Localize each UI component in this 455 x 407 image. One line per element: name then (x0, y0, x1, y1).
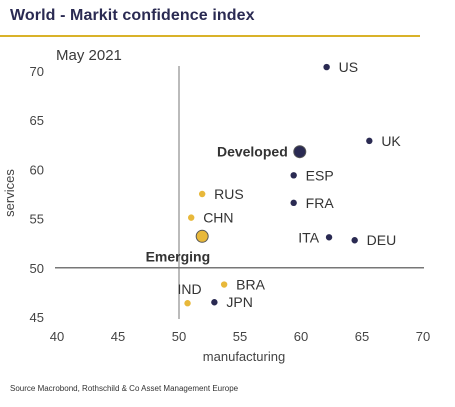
y-tick-label: 55 (30, 212, 44, 227)
label-uk: UK (381, 133, 401, 149)
point-uk (366, 137, 373, 145)
y-tick-label: 50 (30, 261, 44, 276)
x-tick-label: 65 (355, 329, 369, 344)
point-ita (325, 234, 333, 241)
label-ita: ITA (298, 229, 319, 245)
point-emerging (195, 229, 209, 243)
source-note: Source Macrobond, Rothschild & Co Asset … (10, 384, 239, 393)
label-emerging: Emerging (146, 248, 211, 264)
point-esp (290, 172, 297, 179)
x-axis-title: manufacturing (203, 349, 285, 364)
label-deu: DEU (367, 232, 397, 248)
point-rus (198, 190, 206, 198)
y-axis-ticks: 45 50 55 60 65 70 (30, 64, 44, 325)
y-tick-label: 45 (30, 310, 44, 325)
y-tick-label: 60 (30, 162, 44, 177)
x-tick-label: 45 (111, 329, 125, 344)
label-jpn: JPN (226, 294, 252, 310)
x-tick-label: 60 (294, 329, 308, 344)
label-developed: Developed (217, 144, 288, 160)
title-divider (0, 35, 420, 37)
point-bra (220, 281, 228, 288)
x-tick-label: 40 (50, 329, 64, 344)
point-chn (188, 214, 195, 221)
x-tick-label: 55 (233, 329, 247, 344)
label-esp: ESP (306, 167, 334, 183)
y-axis-title: services (2, 169, 17, 217)
data-points (184, 63, 373, 307)
x-axis-ticks: 40 45 50 55 60 65 70 (50, 329, 430, 344)
label-ind: IND (178, 281, 202, 297)
chart-subtitle: May 2021 (56, 47, 122, 64)
x-tick-label: 70 (416, 329, 430, 344)
y-tick-label: 65 (30, 113, 44, 128)
point-fra (290, 199, 297, 207)
point-us (323, 63, 330, 71)
point-jpn (211, 299, 218, 306)
label-chn: CHN (203, 210, 233, 226)
y-tick-label: 70 (30, 64, 44, 79)
x-tick-label: 50 (172, 329, 186, 344)
point-ind (184, 300, 191, 307)
label-bra: BRA (236, 277, 265, 293)
chart-title: World - Markit confidence index (10, 7, 255, 24)
label-fra: FRA (306, 195, 335, 211)
point-developed (293, 145, 307, 159)
point-deu (351, 237, 358, 244)
label-rus: RUS (214, 186, 244, 202)
point-labels: US UK Developed ESP FRA ITA DEU JPN RUS CHN Emergi… (146, 59, 402, 310)
label-us: US (339, 59, 358, 75)
